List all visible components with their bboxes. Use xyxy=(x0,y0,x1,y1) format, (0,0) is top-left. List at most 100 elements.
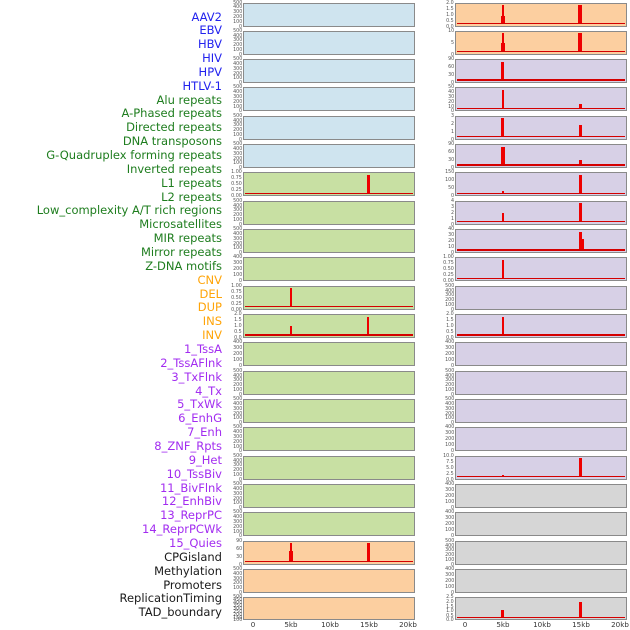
y-ticks-mirror-repeats: 500 400 300 200 100 0 xyxy=(225,481,242,510)
y-tick-label: 1.00 xyxy=(231,282,242,289)
y-tick-label: 0 xyxy=(450,448,454,454)
row-label-aav2: AAV2 xyxy=(191,9,222,24)
y-tick-label: 0.00 xyxy=(231,306,242,313)
y-tick-label: 0.25 xyxy=(443,272,454,278)
y-tick-label: 400 xyxy=(444,339,454,345)
y-tick-label: 300 xyxy=(232,122,242,128)
panel-hiv xyxy=(243,87,415,112)
y-tick-label: 0 xyxy=(238,51,242,58)
signal-peak-inv-1 xyxy=(500,43,505,53)
y-tick-label: 0 xyxy=(450,590,454,596)
y-tick-label: 300 xyxy=(444,430,454,436)
y-tick-label: 200 xyxy=(444,410,454,416)
y-tick-label: 100 xyxy=(444,527,454,533)
row-label-cpgisland: CPGisland xyxy=(164,549,222,564)
signal-peak-cnv-2 xyxy=(366,543,370,563)
panel-5-txwk xyxy=(455,172,627,197)
signal-peak-ins-2 xyxy=(578,5,583,24)
y-tick-label: 500 xyxy=(444,396,454,402)
y-ticks-inverted-repeats: 2.0 1.5 1.0 0.5 0.0 xyxy=(225,311,242,340)
y-tick-label: 0 xyxy=(238,590,242,596)
y-tick-label: 1.5 xyxy=(446,5,454,11)
y-ticks-7-enh: 40 30 20 10 0 xyxy=(437,226,454,255)
y-ticks-inv: 10 5 0 xyxy=(437,27,454,57)
y-tick-label: 500 xyxy=(232,424,242,430)
y-tick-label: 100 xyxy=(444,499,454,505)
signal-baseline-inverted-repeats xyxy=(245,334,413,336)
y-tick-label: 0.0 xyxy=(446,476,454,483)
y-tick-label: 300 xyxy=(444,405,454,412)
y-tick-label: 400 xyxy=(232,514,242,520)
x-axis-tick-15kb: 15kb xyxy=(571,620,590,629)
y-ticks-12-enhbiv: 500 400 300 200 100 0 xyxy=(437,368,454,397)
row-label-6-enhg: 6_EnhG xyxy=(178,411,222,426)
signal-peak-ins-0 xyxy=(501,5,504,24)
y-tick-label: 100 xyxy=(444,301,454,308)
y-tick-label: 200 xyxy=(444,552,454,558)
y-tick-label: 200 xyxy=(232,266,242,272)
y-tick-label: 200 xyxy=(232,13,242,20)
y-tick-label: 50 xyxy=(447,84,454,90)
y-tick-label: 200 xyxy=(232,467,242,473)
y-tick-label: 200 xyxy=(232,70,242,76)
panel-l1-repeats xyxy=(243,342,415,367)
y-tick-label: 0 xyxy=(450,306,454,313)
y-tick-label: 20 xyxy=(447,238,454,244)
y-tick-label: 400 xyxy=(444,372,454,378)
y-tick-label: 300 xyxy=(232,260,242,266)
y-tick-label: 200 xyxy=(232,438,242,445)
signal-peak-inv-0 xyxy=(501,33,504,53)
panel-mirror-repeats xyxy=(243,484,415,509)
y-tick-label: 400 xyxy=(232,429,242,435)
row-label-4-tx: 4_Tx xyxy=(195,383,222,398)
row-label-5-txwk: 5_TxWk xyxy=(177,397,222,412)
y-tick-label: 1.00 xyxy=(443,254,454,260)
panel-z-dna-motifs xyxy=(243,512,415,537)
y-tick-label: 100 xyxy=(232,617,242,623)
signal-peak-3-txflnk-0 xyxy=(501,118,505,138)
y-tick-label: 500 xyxy=(232,452,242,459)
signal-peak-inverted-repeats-0 xyxy=(289,326,292,336)
row-label-inv: INV xyxy=(202,328,222,343)
y-tick-label: 100 xyxy=(232,245,242,251)
row-label-mirror-repeats: Mirror repeats xyxy=(140,245,222,260)
signal-baseline-inv xyxy=(457,50,625,53)
y-ticks-aav2: 500 400 300 200 100 0 xyxy=(225,0,242,29)
y-tick-label: 500 xyxy=(232,367,242,374)
panel-dup xyxy=(243,597,415,621)
y-tick-label: 0 xyxy=(450,420,454,426)
y-tick-label: 10 xyxy=(447,27,454,34)
signal-peak-6-enhg-0 xyxy=(501,213,504,223)
row-label-10-tssbiv: 10_TssBiv xyxy=(166,466,222,481)
y-tick-label: 2.0 xyxy=(446,311,454,317)
row-label-12-enhbiv: 12_EnhBiv xyxy=(161,494,222,509)
y-tick-label: 200 xyxy=(232,351,242,357)
y-tick-label: 3 xyxy=(450,203,454,210)
y-tick-label: 30 xyxy=(447,94,454,100)
y-tick-label: 60 xyxy=(447,64,454,70)
y-tick-label: 0.75 xyxy=(231,175,242,181)
y-tick-label: 400 xyxy=(232,254,242,260)
y-ticks-htlv-1: 500 400 300 200 100 0 xyxy=(225,141,242,170)
y-tick-label: 2.0 xyxy=(446,599,454,605)
row-label-promoters: Promoters xyxy=(163,577,222,592)
y-tick-label: 100 xyxy=(444,556,454,563)
panel-methylation xyxy=(455,512,627,537)
y-ticks-hbv: 500 400 300 200 100 0 xyxy=(225,56,242,85)
y-tick-label: 0 xyxy=(450,561,454,568)
y-tick-label: 40 xyxy=(447,226,454,232)
y-tick-label: 500 xyxy=(232,27,242,34)
y-tick-label: 200 xyxy=(444,382,454,388)
y-tick-label: 0.5 xyxy=(446,17,454,23)
y-tick-label: 300 xyxy=(232,9,242,15)
panel-13-reprpc xyxy=(455,399,627,424)
y-tick-label: 300 xyxy=(444,292,454,298)
y-ticks-ins: 2.0 1.5 1.0 0.5 0.0 xyxy=(437,0,454,29)
y-tick-label: 1.0 xyxy=(446,323,454,329)
y-tick-label: 100 xyxy=(444,415,454,421)
y-ticks-dup: 500 450 400 350 300 250 200 150 100 xyxy=(225,595,242,623)
row-label-alu-repeats: Alu repeats xyxy=(156,92,222,107)
y-tick-label: 200 xyxy=(232,580,242,586)
y-tick-label: 400 xyxy=(232,570,242,577)
